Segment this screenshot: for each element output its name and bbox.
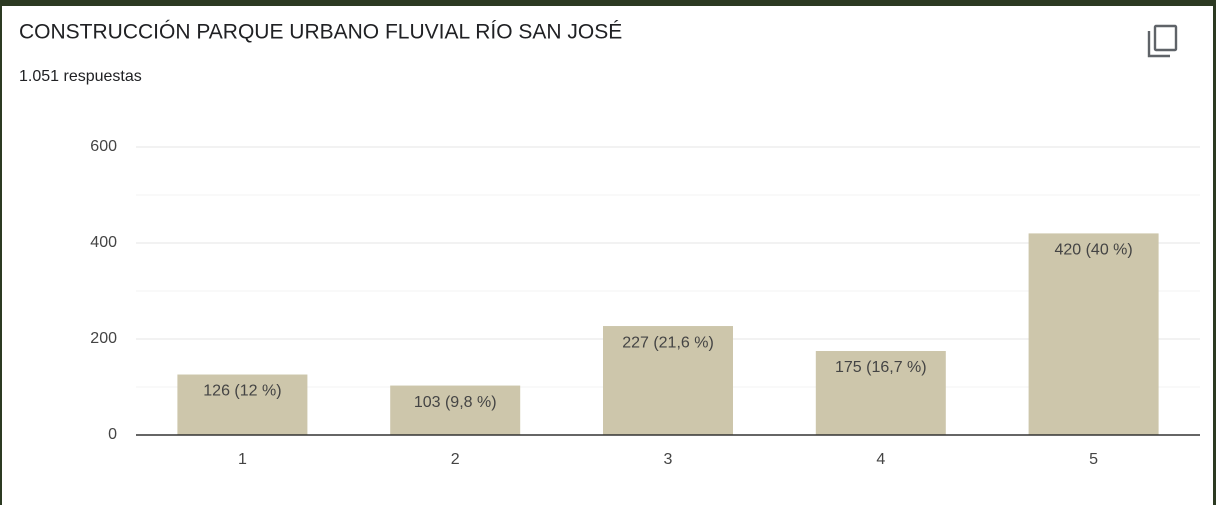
data-label: 175 (16,7 %) <box>835 359 927 376</box>
chart-title: CONSTRUCCIÓN PARQUE URBANO FLUVIAL RÍO S… <box>19 21 622 44</box>
x-tick-label: 1 <box>238 451 247 468</box>
x-tick-label: 3 <box>664 451 673 468</box>
bar <box>177 374 308 435</box>
data-label: 103 (9,8 %) <box>414 394 497 411</box>
y-tick-label: 400 <box>90 234 117 251</box>
bar <box>390 385 521 435</box>
data-label: 227 (21,6 %) <box>622 334 714 351</box>
chart-subtitle: 1.051 respuestas <box>19 68 142 85</box>
x-tick-label: 4 <box>876 451 885 468</box>
bar <box>1028 233 1159 435</box>
y-tick-label: 0 <box>108 426 117 443</box>
data-label: 126 (12 %) <box>203 383 281 400</box>
x-tick-label: 5 <box>1089 451 1098 468</box>
y-tick-label: 200 <box>90 330 117 347</box>
bar <box>603 326 733 435</box>
bar <box>815 351 946 435</box>
data-label: 420 (40 %) <box>1054 242 1132 259</box>
x-tick-label: 2 <box>451 451 460 468</box>
copy-icon[interactable] <box>1147 24 1178 58</box>
y-tick-label: 600 <box>90 138 117 155</box>
